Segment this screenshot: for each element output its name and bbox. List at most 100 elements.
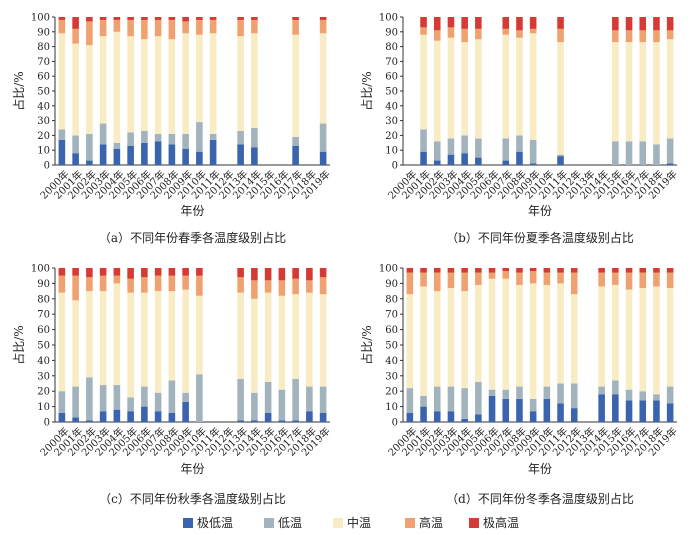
bar-segment — [447, 272, 455, 289]
bar-segment — [182, 148, 189, 165]
bar-segment — [209, 33, 217, 134]
legend-item: 极高温 — [469, 515, 519, 530]
bar-segment — [653, 42, 660, 145]
bar-segment — [598, 268, 605, 273]
bar-segment — [292, 136, 299, 146]
bar-segment — [447, 288, 455, 387]
bar-segment — [666, 268, 674, 273]
bar-segment — [653, 400, 660, 422]
bar-segment — [475, 39, 482, 139]
bar-segment — [86, 291, 93, 378]
y-tick-label: 40 — [37, 101, 50, 112]
bar-segment — [99, 291, 107, 386]
bar-segment — [306, 292, 313, 387]
bar-segment — [127, 268, 134, 279]
bar-segment — [319, 123, 327, 152]
bar-segment — [127, 17, 134, 20]
bar-segment — [319, 386, 327, 413]
x-axis-label: 年份 — [528, 204, 552, 218]
bar-segment — [113, 283, 121, 386]
y-tick-label: 40 — [385, 356, 398, 367]
legend-label: 极高温 — [483, 515, 519, 530]
bar-segment — [612, 17, 619, 31]
bar-segment — [557, 272, 564, 284]
bar-segment — [72, 275, 79, 301]
y-tick-label: 40 — [385, 101, 398, 112]
y-tick-label: 20 — [37, 131, 50, 142]
bar-segment — [127, 19, 134, 37]
bar-segment — [543, 272, 551, 285]
legend-swatch — [405, 518, 415, 528]
y-tick-label: 70 — [37, 310, 50, 321]
bar-segment — [433, 386, 441, 412]
legend-swatch — [183, 518, 193, 528]
legend: 极低温 低温 中温 高温 极高温 — [183, 515, 519, 530]
bar-segment — [237, 292, 244, 379]
y-tick-label: 30 — [385, 116, 398, 127]
chart-panel-4: 01020304050607080901002000年2001年2002年200… — [359, 264, 680, 507]
bar-segment — [666, 17, 674, 31]
bar-segment — [475, 138, 482, 158]
bar-segment — [292, 420, 299, 422]
bar-segment — [475, 284, 482, 382]
bar-segment — [196, 34, 203, 123]
bar-segment — [278, 280, 286, 296]
bar-segment — [516, 386, 523, 399]
bar-segment — [639, 141, 647, 165]
bar-segment — [461, 388, 468, 419]
bar-segment — [516, 37, 523, 136]
bar-segment — [502, 271, 510, 279]
bar-segment — [557, 383, 564, 404]
x-axis-label: 年份 — [180, 462, 204, 476]
bar-segment — [72, 300, 79, 387]
bar-segment — [58, 19, 66, 34]
bar-segment — [639, 288, 647, 392]
bar-segment — [72, 28, 79, 44]
bar-segment — [543, 268, 551, 273]
y-axis-label: 占比/% — [359, 71, 374, 110]
bar-segment — [488, 272, 496, 279]
bar-segment — [488, 278, 496, 390]
bar-segment — [529, 398, 537, 412]
bar-segment — [666, 272, 674, 289]
bar-segment — [113, 31, 121, 143]
bar-segment — [625, 42, 633, 142]
bar-segment — [127, 36, 134, 133]
y-tick-label: 100 — [31, 264, 50, 275]
bar-segment — [58, 391, 66, 413]
y-tick-label: 20 — [37, 387, 50, 398]
bar-segment — [625, 141, 633, 165]
bar-segment — [488, 395, 496, 422]
bar-segment — [516, 30, 523, 38]
y-tick-label: 50 — [385, 87, 398, 98]
bar-segment — [251, 128, 258, 148]
bar-segment — [86, 420, 93, 422]
bar-segment — [154, 17, 162, 20]
bar-segment — [113, 385, 121, 410]
bar-segment — [319, 268, 327, 278]
bar-segment — [543, 386, 551, 399]
bar-segment — [529, 271, 537, 284]
bar-segment — [557, 28, 564, 43]
bar-segment — [58, 139, 66, 165]
bar-segment — [237, 378, 244, 421]
y-tick-label: 10 — [37, 146, 50, 157]
bar-segment — [264, 412, 272, 422]
bar-segment — [306, 411, 313, 422]
bar-segment — [653, 30, 660, 43]
bar-segment — [127, 145, 134, 165]
bar-segment — [196, 268, 203, 276]
x-axis-label: 年份 — [180, 204, 204, 218]
y-axis-label: 占比/% — [11, 325, 26, 364]
bar-segment — [141, 17, 148, 20]
bar-segment — [420, 272, 427, 287]
bar-segment — [182, 392, 189, 402]
y-tick-label: 30 — [37, 371, 50, 382]
bar-segment — [99, 411, 107, 422]
bar-segment — [72, 43, 79, 136]
y-tick-label: 80 — [37, 42, 50, 53]
bar-segment — [113, 148, 121, 165]
bar-segment — [475, 17, 482, 29]
bar-segment — [251, 420, 258, 422]
bar-segment — [625, 17, 633, 31]
